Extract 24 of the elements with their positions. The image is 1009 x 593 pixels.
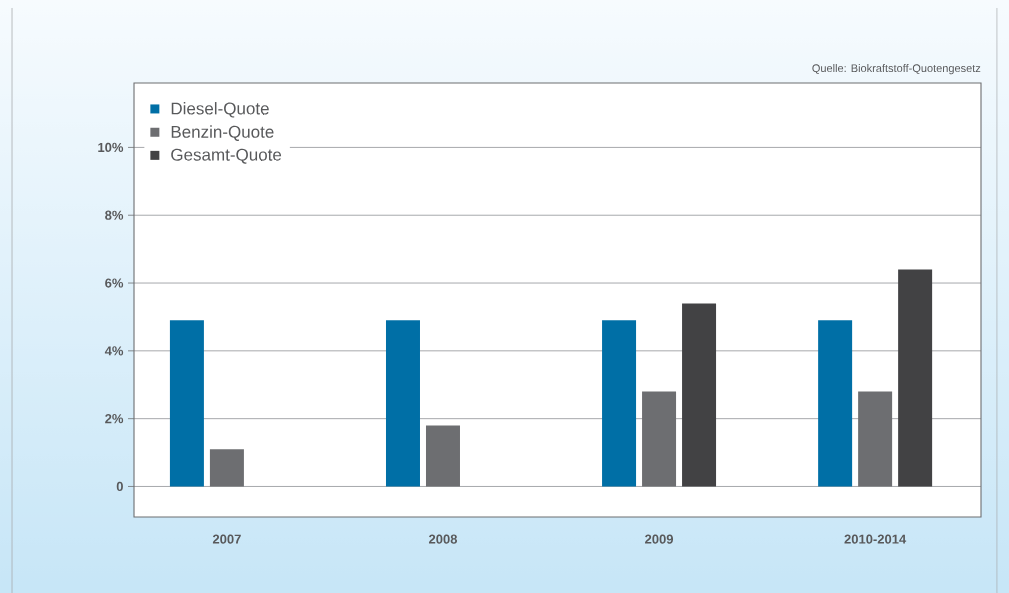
x-tick-label: 2008 (428, 534, 458, 544)
bar (425, 425, 460, 487)
bar (682, 303, 717, 487)
legend-label: Diesel-Quote (171, 102, 269, 118)
bar (169, 320, 204, 487)
x-tick-label: 2009 (645, 534, 674, 544)
y-tick-label: 10% (98, 142, 124, 153)
y-tick-label: 4% (104, 346, 124, 356)
bar (602, 320, 637, 487)
y-tick-label: 0 (116, 481, 123, 492)
legend-label: Benzin-Quote (171, 125, 274, 141)
y-tick-label: 2% (105, 414, 124, 424)
y-tick-label: 6% (105, 278, 124, 288)
bar (898, 269, 933, 487)
y-tick-label: 8% (105, 210, 124, 220)
bar (818, 320, 853, 487)
x-tick-label: 2007 (212, 534, 241, 544)
bar (642, 391, 677, 487)
source-note: Quelle: Biokraftstoff-Quotengesetz (812, 64, 981, 75)
bar (858, 391, 893, 487)
bar (385, 320, 420, 487)
x-tick-label: 2010-2014 (844, 534, 907, 544)
legend-label: Gesamt-Quote (171, 148, 282, 164)
bar (209, 449, 244, 487)
